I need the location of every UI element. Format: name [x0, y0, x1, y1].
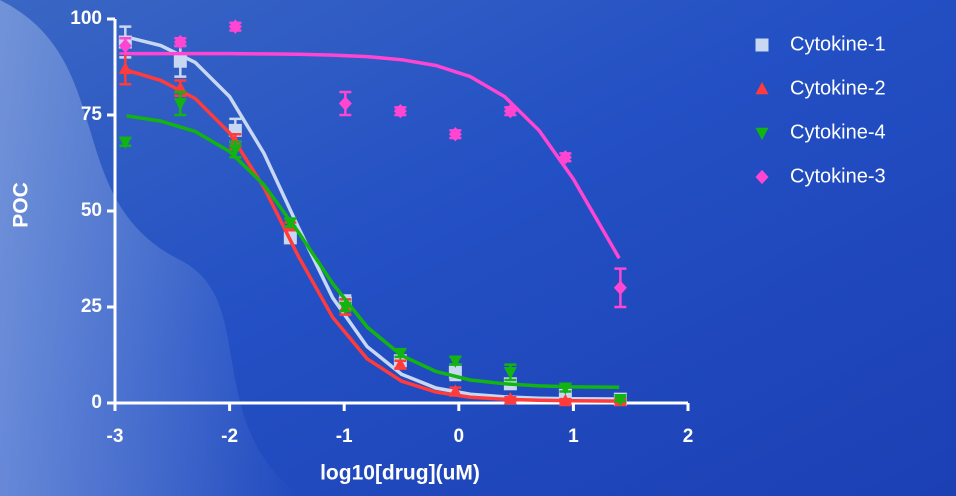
- legend-label: Cytokine-2: [790, 77, 886, 99]
- legend-label: Cytokine-4: [790, 121, 886, 143]
- x-tick-label: 1: [568, 426, 579, 447]
- y-tick-label: 25: [81, 296, 103, 317]
- chart: log10[drug](uM) POC 0 25 50 75 100 -3 -2 -1 0 1 2 C…: [0, 0, 956, 496]
- x-tick-label: -2: [221, 426, 238, 447]
- x-tick-label: -3: [107, 426, 124, 447]
- y-tick-label: 50: [81, 200, 102, 221]
- y-tick-label: 100: [70, 8, 102, 29]
- data-point: [174, 55, 187, 68]
- legend-label: Cytokine-3: [790, 165, 886, 187]
- y-tick-label: 75: [81, 104, 103, 125]
- legend-label: Cytokine-1: [790, 33, 886, 55]
- x-tick-label: 2: [683, 426, 694, 447]
- x-tick-label: -1: [336, 426, 353, 447]
- x-axis-label: log10[drug](uM): [320, 462, 480, 485]
- x-tick-label: 0: [454, 426, 465, 447]
- y-axis-label: POC: [10, 182, 33, 228]
- y-tick-label: 0: [91, 392, 102, 413]
- legend-marker: [756, 39, 769, 52]
